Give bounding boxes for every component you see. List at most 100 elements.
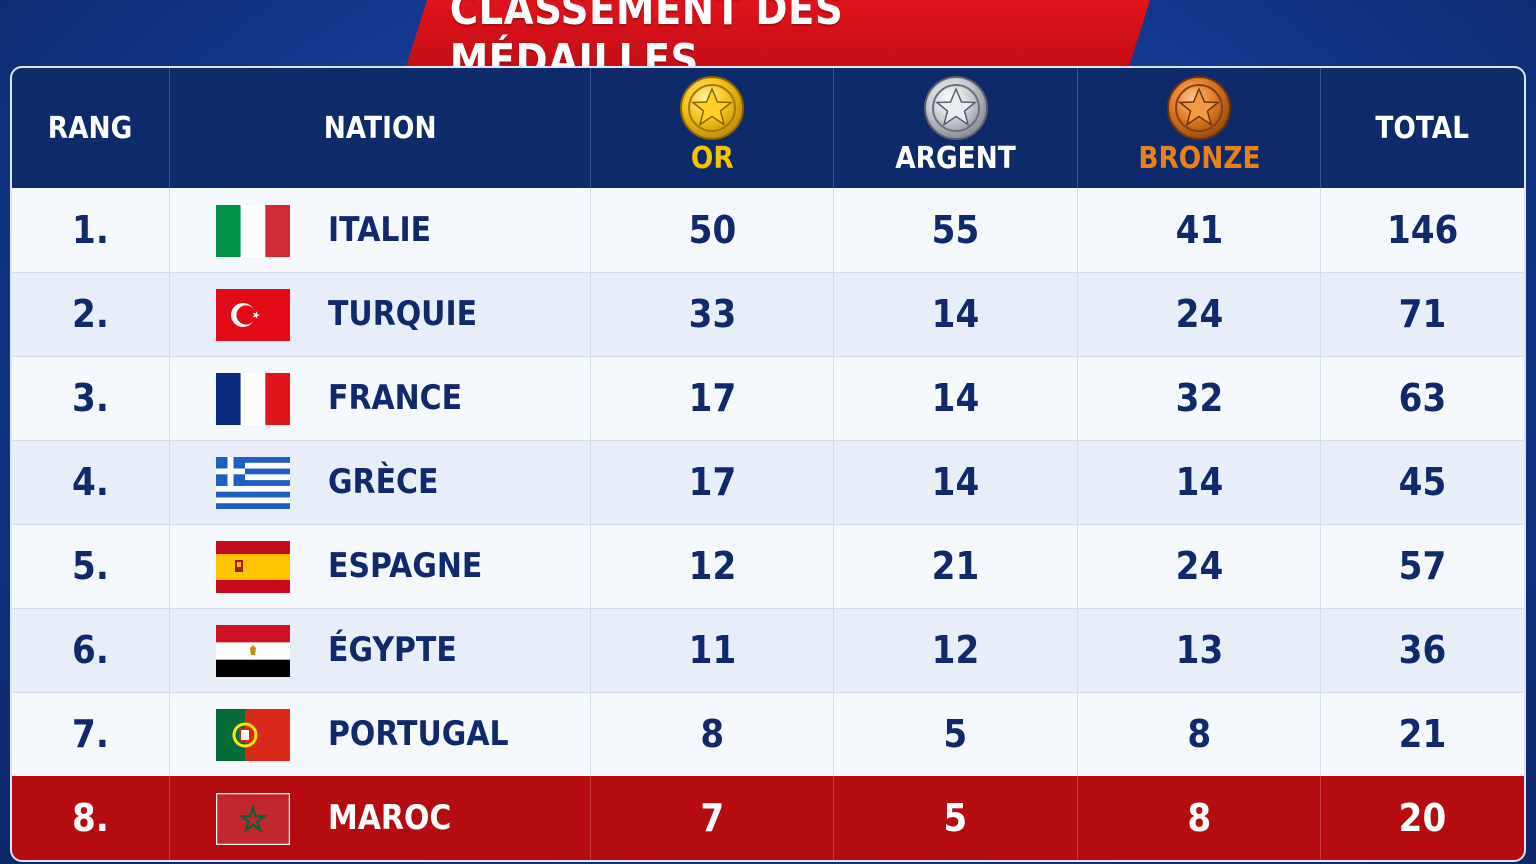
gold-cell-value: 33 <box>688 292 736 336</box>
nation-name: ESPAGNE <box>328 524 503 608</box>
total-cell: 36 <box>1321 608 1524 692</box>
rank-cell: 3. <box>12 356 169 440</box>
total-cell-value: 57 <box>1398 544 1447 588</box>
nation-name-text: GRÈCE <box>328 462 439 502</box>
silver-cell-value: 14 <box>931 292 980 336</box>
gold-cell: 12 <box>591 524 833 608</box>
greece-flag <box>216 457 290 509</box>
bronze-medal-icon <box>1167 75 1231 140</box>
morocco-flag <box>216 793 290 845</box>
rank-cell: 7. <box>12 692 169 776</box>
bronze-cell-value: 41 <box>1175 208 1223 252</box>
bronze-cell: 8 <box>1078 776 1320 860</box>
total-cell: 146 <box>1321 188 1524 272</box>
total-cell: 63 <box>1321 356 1524 440</box>
gold-cell: 7 <box>591 776 833 860</box>
gold-cell: 17 <box>591 440 833 524</box>
nation-name: GRÈCE <box>328 440 454 524</box>
gold-medal-icon <box>680 75 744 140</box>
silver-cell: 14 <box>834 272 1077 356</box>
bronze-cell: 14 <box>1078 440 1320 524</box>
header-gold: OR <box>591 68 833 188</box>
header-bronze-label: BRONZE <box>1137 140 1261 176</box>
silver-cell-value: 5 <box>943 796 968 840</box>
egypt-flag <box>216 625 290 677</box>
total-cell-value: 45 <box>1398 460 1447 504</box>
header-gold-label: OR <box>690 140 734 176</box>
bronze-cell-value: 14 <box>1175 460 1223 504</box>
total-cell: 57 <box>1321 524 1524 608</box>
silver-cell-value: 21 <box>931 544 980 588</box>
silver-cell-value: 14 <box>931 376 980 420</box>
bronze-cell-value: 32 <box>1175 376 1223 420</box>
nation-name-text: FRANCE <box>328 378 463 418</box>
silver-cell-value: 5 <box>943 712 968 756</box>
header-rank-label: RANG <box>48 110 133 146</box>
rank-cell: 6. <box>12 608 169 692</box>
medal-table: RANG NATION OR ARGENT <box>12 68 1524 860</box>
gold-cell: 17 <box>591 356 833 440</box>
turkey-flag <box>216 289 290 341</box>
bronze-cell: 32 <box>1078 356 1320 440</box>
silver-cell: 14 <box>834 356 1077 440</box>
total-cell-value: 20 <box>1398 796 1447 840</box>
rank-cell-value: 7. <box>72 712 109 756</box>
bronze-cell-value: 13 <box>1175 628 1223 672</box>
bronze-cell: 41 <box>1078 188 1320 272</box>
rank-cell-value: 3. <box>72 376 109 420</box>
table-row: 5. 12 21 24 57 ESPAGNE <box>12 524 1524 608</box>
silver-cell-value: 12 <box>931 628 980 672</box>
bronze-cell-value: 8 <box>1187 712 1211 756</box>
silver-medal-icon <box>923 75 988 140</box>
bronze-cell: 13 <box>1078 608 1320 692</box>
total-cell-value: 71 <box>1398 292 1447 336</box>
gold-cell-value: 50 <box>688 208 736 252</box>
gold-cell: 8 <box>591 692 833 776</box>
rank-cell: 1. <box>12 188 169 272</box>
total-cell: 20 <box>1321 776 1524 860</box>
title-banner: CLASSEMENT DES MÉDAILLES <box>405 0 1150 70</box>
gold-cell: 11 <box>591 608 833 692</box>
silver-cell: 5 <box>834 692 1077 776</box>
rank-cell: 8. <box>12 776 169 860</box>
total-cell: 71 <box>1321 272 1524 356</box>
header-total: TOTAL <box>1321 68 1524 188</box>
nation-name: FRANCE <box>328 356 480 440</box>
gold-cell-value: 7 <box>700 796 724 840</box>
silver-cell: 21 <box>834 524 1077 608</box>
rank-cell: 4. <box>12 440 169 524</box>
france-flag <box>216 373 290 425</box>
nation-name-text: TURQUIE <box>328 294 478 334</box>
rank-cell-value: 4. <box>72 460 109 504</box>
spain-flag <box>216 541 290 593</box>
gold-cell-value: 11 <box>688 628 736 672</box>
silver-cell: 12 <box>834 608 1077 692</box>
nation-name-text: ITALIE <box>328 210 432 250</box>
bronze-cell-value: 8 <box>1187 796 1211 840</box>
nation-name-text: ÉGYPTE <box>328 630 457 670</box>
total-cell: 45 <box>1321 440 1524 524</box>
rank-cell-value: 1. <box>72 208 109 252</box>
silver-cell: 5 <box>834 776 1077 860</box>
table-row: 6. 11 12 13 36 ÉGYPTE <box>12 608 1524 692</box>
total-cell-value: 21 <box>1398 712 1447 756</box>
gold-cell: 50 <box>591 188 833 272</box>
nation-name: MAROC <box>328 776 468 860</box>
nation-name-text: PORTUGAL <box>328 714 509 754</box>
rank-cell-value: 2. <box>72 292 109 336</box>
total-cell-value: 63 <box>1398 376 1447 420</box>
header-silver-label: ARGENT <box>895 140 1016 176</box>
table-row: 2. 33 14 24 71 TURQUIE <box>12 272 1524 356</box>
rank-cell: 5. <box>12 524 169 608</box>
rank-cell: 2. <box>12 272 169 356</box>
nation-name: ÉGYPTE <box>328 608 474 692</box>
table-row: 7. 8 5 8 21 PORTUGAL <box>12 692 1524 776</box>
bronze-cell-value: 24 <box>1175 292 1223 336</box>
total-cell: 21 <box>1321 692 1524 776</box>
gold-cell-value: 17 <box>688 376 736 420</box>
header-nation-label: NATION <box>323 110 437 146</box>
rank-cell-value: 6. <box>72 628 109 672</box>
bronze-cell: 24 <box>1078 272 1320 356</box>
gold-cell: 33 <box>591 272 833 356</box>
table-row: 8. 7 5 8 20 MAROC <box>12 776 1524 860</box>
